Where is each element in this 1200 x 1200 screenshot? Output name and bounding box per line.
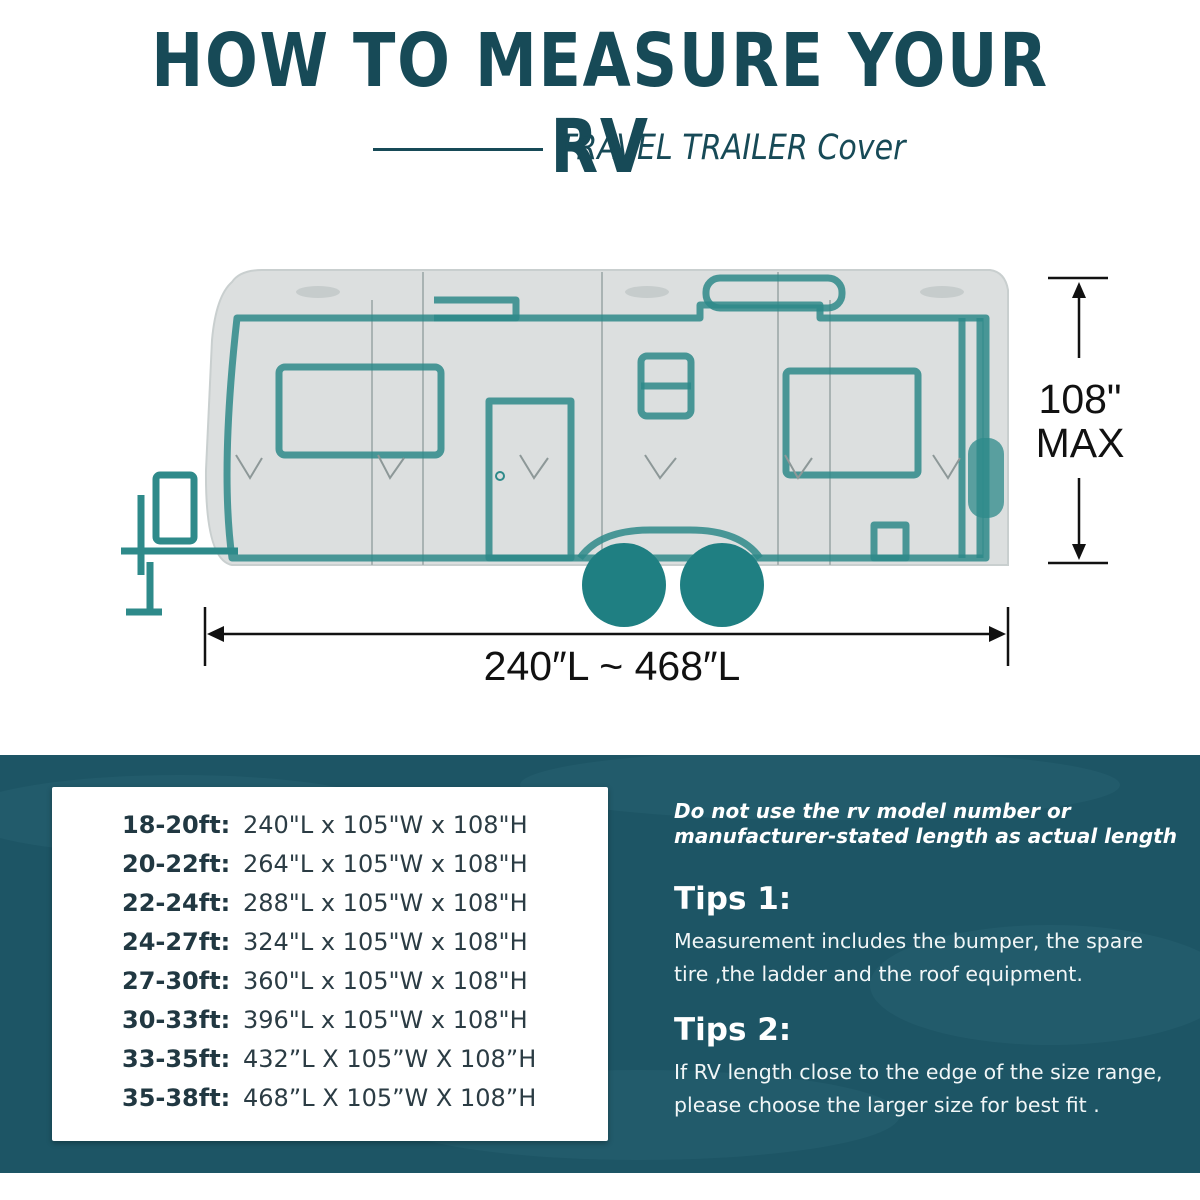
size-dimensions: 468”L X 105”W X 108”H [243, 1084, 537, 1112]
cover-seams [371, 272, 831, 565]
size-row: 24-27ft: 324"L x 105"W x 108"H [122, 928, 528, 967]
length-dimension [203, 607, 1010, 666]
length-range-label: 240″L ~ 468″L [484, 643, 741, 689]
size-info-panel: 18-20ft: 240"L x 105"W x 108"H 20-22ft: 26… [0, 755, 1200, 1173]
page-subtitle: TRAVEL TRAILER Cover [558, 128, 906, 168]
size-row: 18-20ft: 240"L x 105"W x 108"H [122, 811, 528, 850]
size-chart-card: 18-20ft: 240"L x 105"W x 108"H 20-22ft: 26… [52, 787, 608, 1141]
size-range: 30-33ft: [122, 1006, 231, 1034]
size-dimensions: 288"L x 105"W x 108"H [243, 889, 528, 917]
size-range: 20-22ft: [122, 850, 231, 878]
size-dimensions: 324"L x 105"W x 108"H [243, 928, 528, 956]
size-dimensions: 360"L x 105"W x 108"H [243, 967, 528, 995]
trailer-cover-body [204, 269, 1009, 566]
size-row: 35-38ft: 468”L X 105”W X 108”H [122, 1084, 536, 1123]
trailer-hitch [121, 471, 238, 616]
tip-1-heading: Tips 1: [674, 881, 792, 917]
tip-line: please choose the larger size for best f… [674, 1093, 1100, 1117]
height-max-label: MAX [1036, 420, 1125, 466]
trailer-outline [223, 274, 990, 562]
spare-tire [968, 438, 1004, 518]
height-value: 108" [1039, 376, 1122, 422]
warning-line: Do not use the rv model number or [674, 799, 1071, 823]
measurement-warning: Do not use the rv model number or manufa… [674, 799, 1177, 849]
roof-vent-icons [296, 286, 964, 298]
size-row: 27-30ft: 360"L x 105"W x 108"H [122, 967, 528, 1006]
rv-measurement-diagram: 108" MAX 240″L ~ 468″L [121, 269, 1125, 689]
wheel-icons [582, 543, 764, 627]
size-range: 18-20ft: [122, 811, 231, 839]
size-range: 24-27ft: [122, 928, 231, 956]
height-dimension [1048, 276, 1108, 565]
door-handle [495, 471, 505, 481]
tip-1-body: Measurement includes the bumper, the spa… [674, 925, 1174, 991]
tip-2-heading: Tips 2: [674, 1012, 792, 1048]
tip-line: If RV length close to the edge of the si… [674, 1060, 1163, 1084]
size-dimensions: 432”L X 105”W X 108”H [243, 1045, 537, 1073]
tip-line: Measurement includes the bumper, the spa… [674, 929, 1143, 953]
size-row: 33-35ft: 432”L X 105”W X 108”H [122, 1045, 536, 1084]
page-title: HOW TO MEASURE YOUR RV [151, 18, 1049, 190]
cover-straps [235, 454, 961, 480]
size-dimensions: 396"L x 105"W x 108"H [243, 1006, 528, 1034]
size-row: 30-33ft: 396"L x 105"W x 108"H [122, 1006, 528, 1045]
size-range: 27-30ft: [122, 967, 231, 995]
size-dimensions: 264"L x 105"W x 108"H [243, 850, 528, 878]
size-dimensions: 240"L x 105"W x 108"H [243, 811, 528, 839]
warning-line: manufacturer-stated length as actual len… [674, 824, 1177, 848]
size-row: 20-22ft: 264"L x 105"W x 108"H [122, 850, 528, 889]
size-range: 22-24ft: [122, 889, 231, 917]
size-range: 33-35ft: [122, 1045, 231, 1073]
tip-line: tire ,the ladder and the roof equipment. [674, 962, 1083, 986]
subtitle-divider [373, 148, 543, 151]
tip-2-body: If RV length close to the edge of the si… [674, 1056, 1174, 1122]
size-range: 35-38ft: [122, 1084, 231, 1112]
size-row: 22-24ft: 288"L x 105"W x 108"H [122, 889, 528, 928]
